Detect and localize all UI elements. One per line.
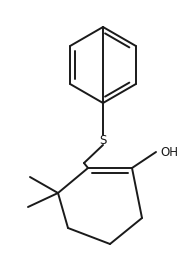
Text: OH: OH: [160, 146, 178, 159]
Text: S: S: [99, 134, 107, 147]
